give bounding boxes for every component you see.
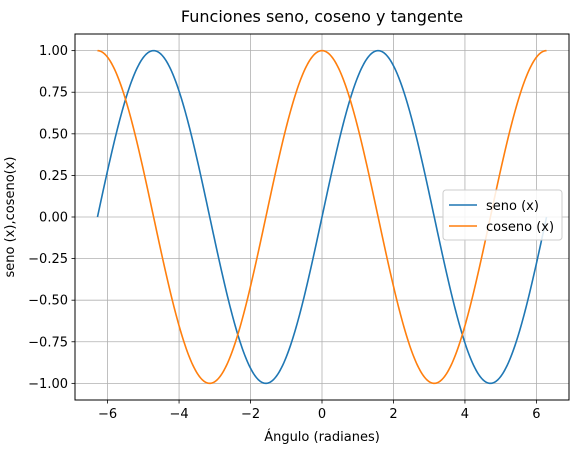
legend: seno (x) coseno (x) xyxy=(442,189,563,241)
y-axis-label: seno (x),coseno(x) xyxy=(3,157,18,278)
x-tick-label: 6 xyxy=(532,407,540,422)
y-tick-label: 0.75 xyxy=(39,86,68,101)
legend-box xyxy=(442,189,563,241)
y-tick-label: −0.25 xyxy=(28,252,68,267)
x-axis-label: Ángulo (radianes) xyxy=(264,429,380,445)
y-tick-label: 0.00 xyxy=(39,211,68,226)
y-tick-label: 0.50 xyxy=(39,127,68,142)
x-tick-label: −4 xyxy=(169,407,188,422)
x-tick-label: −6 xyxy=(98,407,117,422)
y-axis-ticks: −1.00 −0.75 −0.50 −0.25 0.00 0.25 0.50 0.75 1.00 xyxy=(28,44,75,392)
x-tick-label: 2 xyxy=(389,407,397,422)
x-tick-label: −2 xyxy=(241,407,260,422)
y-tick-label: 0.25 xyxy=(39,169,68,184)
y-tick-label: −1.00 xyxy=(28,377,68,392)
series-line-coseno xyxy=(97,49,547,385)
y-tick-label: 1.00 xyxy=(39,44,68,59)
series-line-seno xyxy=(96,49,548,385)
x-axis-ticks: −6 −4 −2 0 2 4 6 xyxy=(98,400,541,422)
legend-label: seno (x) xyxy=(486,199,539,214)
x-tick-label: 0 xyxy=(318,407,326,422)
y-tick-label: −0.75 xyxy=(28,335,68,350)
series-lines xyxy=(96,49,548,385)
legend-label: coseno (x) xyxy=(486,220,554,235)
chart-title: Funciones seno, coseno y tangente xyxy=(181,7,463,26)
y-tick-label: −0.50 xyxy=(28,294,68,309)
x-tick-label: 4 xyxy=(461,407,469,422)
